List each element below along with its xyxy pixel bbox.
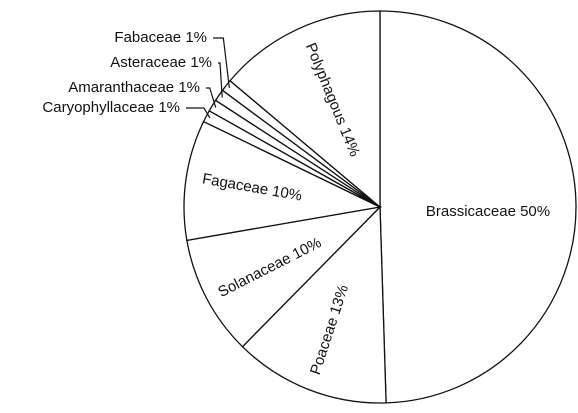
slice-value: 1% bbox=[190, 54, 212, 71]
slice-label: Caryophyllaceae 1% bbox=[42, 99, 180, 116]
slice-value: 1% bbox=[185, 29, 207, 46]
pie-slice bbox=[229, 10, 381, 209]
leader-line bbox=[213, 37, 230, 89]
pie-slice bbox=[241, 205, 387, 404]
slice-label: Fabaceae 1% bbox=[114, 29, 207, 46]
slice-label: Amaranthaceae 1% bbox=[68, 79, 200, 96]
slice-value: 50% bbox=[520, 203, 550, 220]
pie-slice bbox=[186, 206, 382, 348]
slice-value: 10% bbox=[271, 183, 304, 205]
slice-name: Asteraceae bbox=[110, 54, 186, 71]
slice-label: Asteraceae 1% bbox=[110, 54, 212, 71]
slice-value: 1% bbox=[158, 99, 180, 116]
slice-name: Amaranthaceae bbox=[68, 79, 174, 96]
pie-slice bbox=[379, 10, 577, 404]
slice-value: 1% bbox=[178, 79, 200, 96]
slice-name: Caryophyllaceae bbox=[42, 99, 154, 116]
pie-slice bbox=[183, 120, 383, 242]
slice-label: Brassicaceae 50% bbox=[426, 203, 550, 220]
leader-line bbox=[218, 62, 223, 98]
leader-line bbox=[206, 87, 217, 108]
slice-name: Fabaceae bbox=[114, 29, 181, 46]
slice-name: Brassicaceae bbox=[426, 203, 516, 220]
leader-line bbox=[186, 107, 211, 119]
